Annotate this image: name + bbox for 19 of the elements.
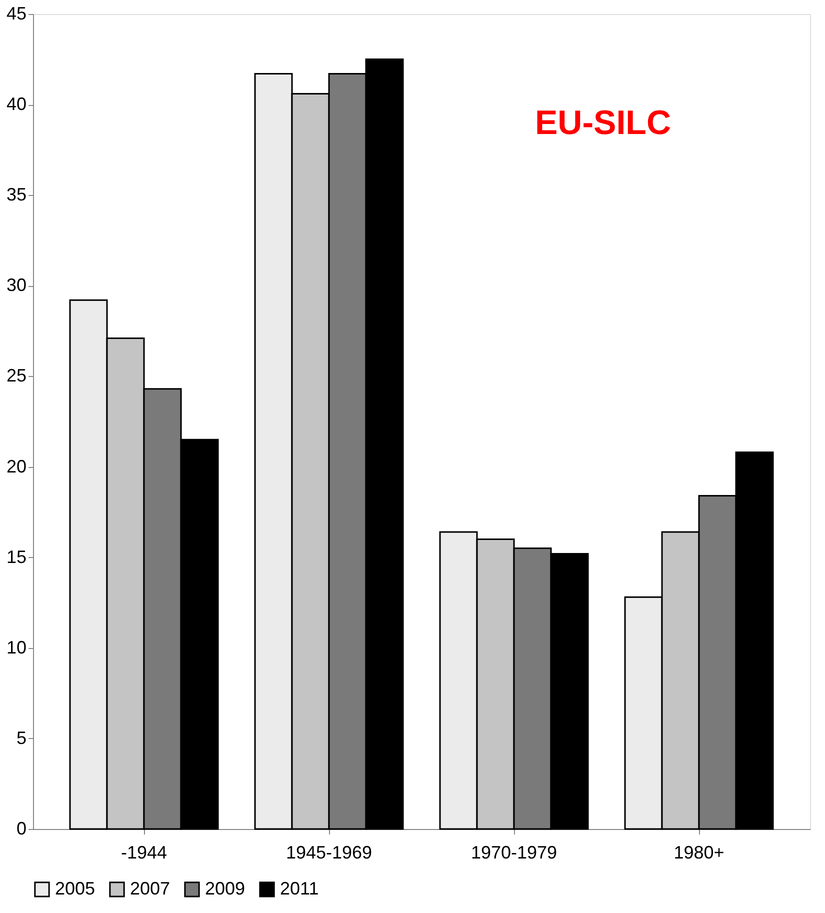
- legend-label: 2007: [130, 878, 170, 898]
- y-tick-label: 0: [16, 818, 26, 838]
- y-tick-label: 5: [16, 728, 26, 748]
- annotation: EU-SILC: [535, 104, 671, 142]
- y-tick-label: 35: [6, 184, 26, 205]
- legend-label: 2011: [280, 878, 319, 898]
- y-tick-label: 15: [6, 546, 26, 567]
- x-tick-label: 1945-1969: [286, 842, 372, 862]
- y-tick-label: 40: [6, 94, 26, 114]
- legend-label: 2005: [55, 878, 96, 898]
- y-tick-label: 45: [6, 4, 26, 24]
- y-tick-label: 25: [6, 366, 26, 386]
- y-tick-label: 10: [6, 637, 26, 658]
- x-tick-label: 1970-1979: [470, 842, 558, 862]
- x-tick-label: -1944: [120, 842, 168, 862]
- y-tick-label: 30: [6, 275, 26, 296]
- x-tick-label: 1980+: [674, 842, 724, 862]
- y-tick-label: 20: [6, 456, 26, 476]
- legend-label: 2009: [205, 878, 246, 898]
